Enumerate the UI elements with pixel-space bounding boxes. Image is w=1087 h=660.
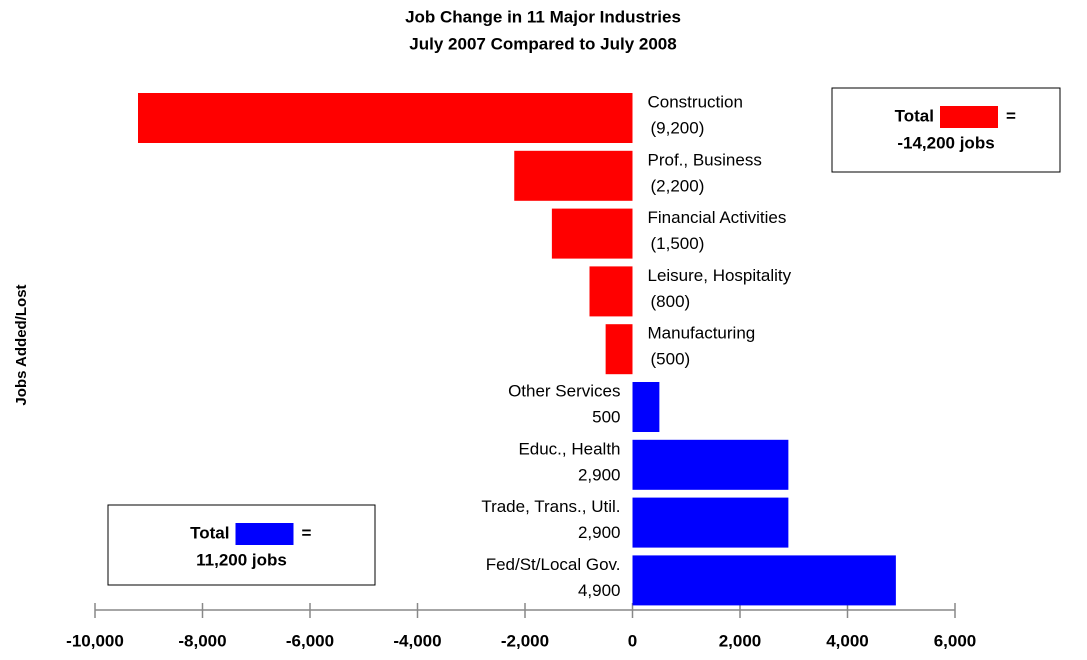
value-label: 4,900 [578, 581, 621, 600]
bar [138, 93, 633, 143]
category-label: Manufacturing [648, 324, 756, 343]
annotation-total: -14,200 jobs [897, 133, 994, 152]
x-tick-label: -4,000 [393, 631, 441, 650]
x-tick-label: -2,000 [501, 631, 549, 650]
chart-subtitle: July 2007 Compared to July 2008 [409, 34, 676, 53]
annotation-box [831, 87, 1061, 173]
y-axis-label: Jobs Added/Lost [13, 284, 30, 405]
value-label: (500) [651, 350, 691, 369]
bar [589, 266, 633, 317]
category-label: Financial Activities [648, 208, 787, 227]
value-label: (800) [651, 292, 691, 311]
category-label: Fed/St/Local Gov. [486, 555, 621, 574]
category-label: Educ., Health [518, 439, 620, 458]
bar [605, 324, 633, 375]
bar [514, 150, 633, 201]
x-tick-label: -10,000 [66, 631, 124, 650]
annotation-swatch [940, 106, 998, 128]
category-label: Prof., Business [648, 150, 762, 169]
annotation-label: Total [190, 523, 229, 542]
x-tick-label: -8,000 [178, 631, 226, 650]
value-label: 2,900 [578, 465, 621, 484]
value-label: (9,200) [651, 118, 705, 137]
x-tick-label: 2,000 [719, 631, 762, 650]
x-tick-label: 4,000 [826, 631, 869, 650]
x-tick-label: 0 [628, 631, 637, 650]
bar [632, 439, 789, 490]
chart-title: Job Change in 11 Major Industries [405, 7, 681, 26]
value-label: (1,500) [651, 234, 705, 253]
value-label: (2,200) [651, 176, 705, 195]
category-label: Leisure, Hospitality [648, 266, 792, 285]
annotation-label: Total [895, 106, 934, 125]
category-label: Construction [648, 92, 743, 111]
x-tick-label: -6,000 [286, 631, 334, 650]
bar [632, 497, 789, 548]
value-label: 2,900 [578, 523, 621, 542]
bar [632, 382, 660, 432]
x-tick-label: 6,000 [934, 631, 977, 650]
annotation-equals: = [302, 523, 312, 542]
annotation-equals: = [1006, 106, 1016, 125]
bar [632, 555, 896, 606]
category-label: Other Services [508, 381, 620, 400]
category-label: Trade, Trans., Util. [481, 497, 620, 516]
value-label: 500 [592, 407, 620, 426]
annotation-swatch [235, 523, 294, 545]
annotation-total: 11,200 jobs [196, 550, 287, 569]
bar [551, 208, 633, 259]
